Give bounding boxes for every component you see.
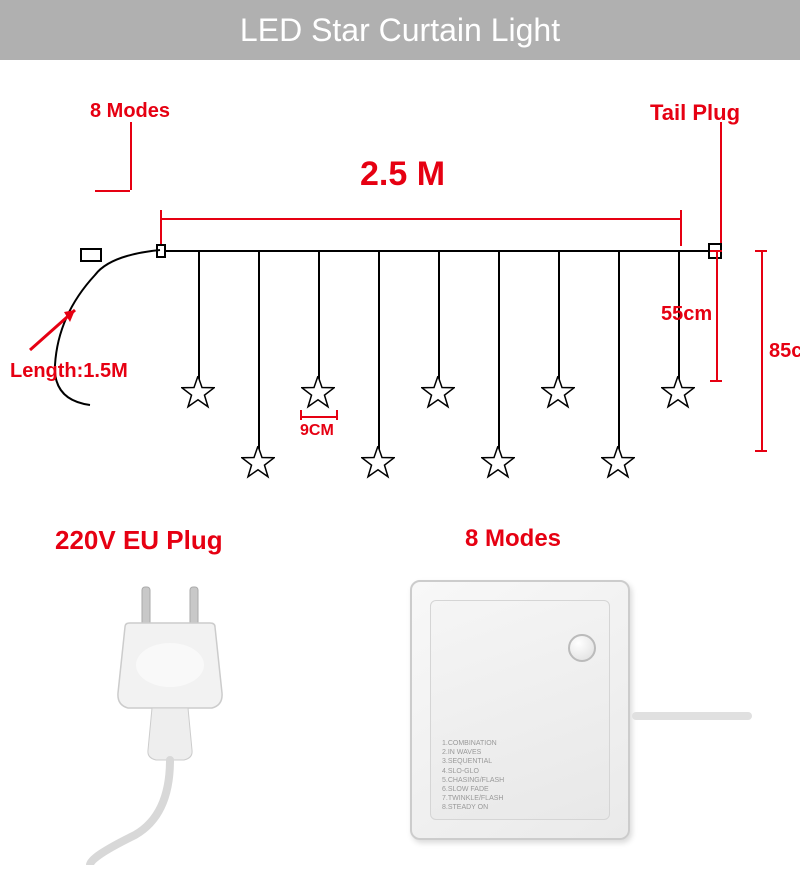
star-icon: [421, 376, 455, 415]
length-arrow-icon: [20, 290, 120, 370]
h-line: [755, 450, 767, 452]
h-line: [160, 250, 708, 252]
star-icon: [541, 376, 575, 415]
label: Length:1.5M: [10, 360, 128, 383]
v-line: [558, 250, 560, 380]
v-line: [720, 122, 722, 245]
v-line: [130, 122, 132, 190]
v-line: [300, 410, 302, 420]
star-icon: [361, 446, 395, 485]
h-line: [95, 190, 130, 192]
star-icon: [181, 376, 215, 415]
controller-box: 1.COMBINATION 2.IN WAVES 3.SEQUENTIAL 4.…: [410, 580, 630, 840]
controller-modes-text: 1.COMBINATION 2.IN WAVES 3.SEQUENTIAL 4.…: [442, 739, 504, 812]
star-icon: [241, 446, 275, 485]
h-line: [710, 380, 722, 382]
v-line: [336, 410, 338, 420]
v-line: [498, 250, 500, 450]
v-line: [680, 210, 682, 246]
v-line: [378, 250, 380, 450]
star-icon: [661, 376, 695, 415]
label: 8 Modes: [465, 525, 561, 553]
star-icon: [601, 446, 635, 485]
star-icon: [301, 376, 335, 415]
label: 220V EU Plug: [55, 525, 223, 556]
power-cable: [0, 60, 800, 520]
label: Tail Plug: [650, 100, 740, 126]
label: 2.5 M: [360, 155, 445, 194]
v-line: [618, 250, 620, 450]
v-line: [761, 250, 763, 450]
v-line: [258, 250, 260, 450]
h-line: [160, 218, 680, 220]
eu-plug-icon: [80, 575, 310, 865]
v-line: [318, 250, 320, 380]
v-line: [198, 250, 200, 380]
h-line: [710, 250, 722, 252]
v-line: [716, 250, 718, 380]
controller-mode-button[interactable]: [568, 634, 596, 662]
modes-box-icon: [80, 248, 102, 262]
h-line: [300, 416, 336, 418]
star-icon: [481, 446, 515, 485]
header-bar: LED Star Curtain Light: [0, 0, 800, 60]
v-line: [160, 210, 162, 246]
controller-cable: [632, 712, 752, 720]
h-line: [755, 250, 767, 252]
header-title: LED Star Curtain Light: [240, 12, 560, 49]
label: 8 Modes: [90, 100, 170, 123]
diagram-area: 8 Modes Tail Plug 2.5 M 55cm 85cm 9CM Length:1…: [0, 60, 800, 520]
label: 9CM: [300, 422, 334, 440]
bottom-area: 220V EU Plug 8 Modes 1.COMBINATION 2.IN W…: [0, 520, 800, 875]
left-connector-icon: [156, 244, 166, 258]
v-line: [438, 250, 440, 380]
label: 55cm: [661, 303, 712, 326]
label: 85cm: [769, 340, 800, 363]
